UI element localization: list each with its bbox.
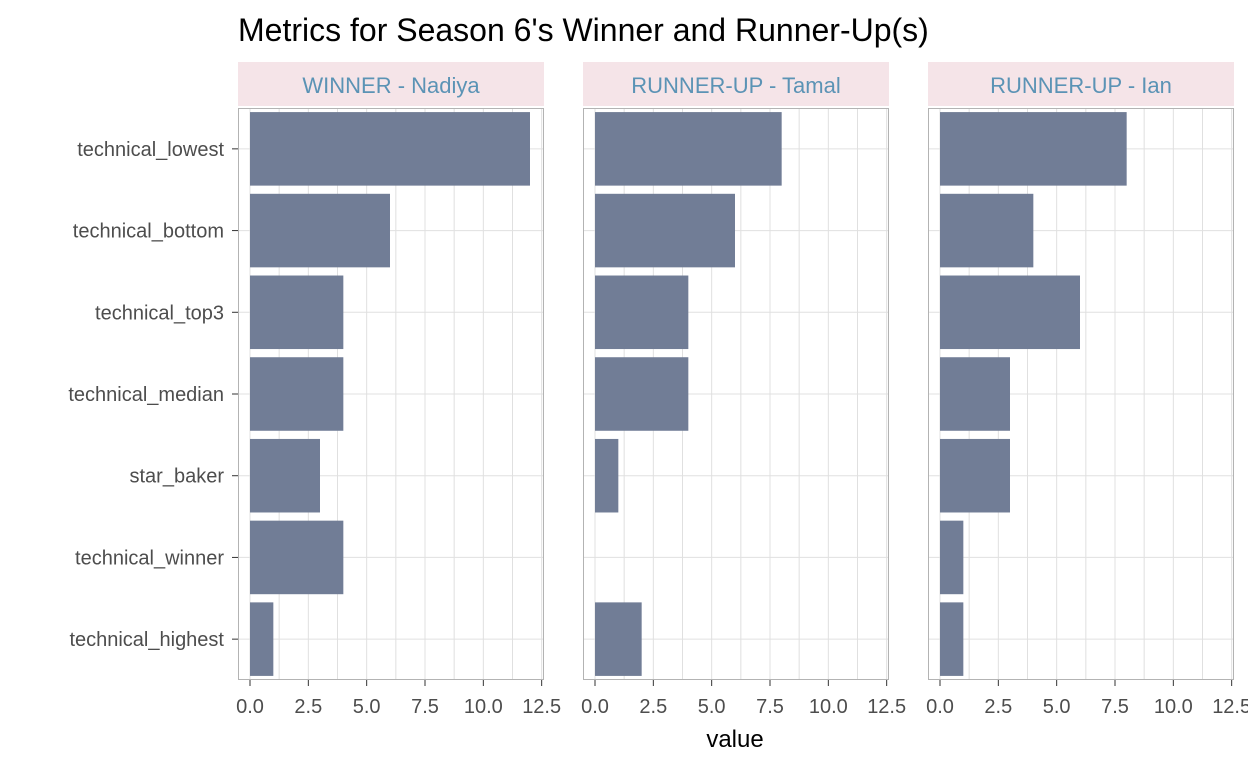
- x-tick-label: 12.5: [522, 696, 561, 718]
- bar: [595, 602, 642, 676]
- facet-strip-label: WINNER - Nadiya: [302, 73, 480, 98]
- bar: [595, 357, 689, 431]
- x-tick-label: 0.0: [926, 696, 954, 718]
- panel-border: [583, 108, 889, 680]
- x-tick-label: 10.0: [464, 696, 503, 718]
- x-tick-label: 2.5: [294, 696, 322, 718]
- bar: [250, 112, 530, 186]
- chart-title: Metrics for Season 6's Winner and Runner…: [238, 12, 929, 48]
- facet-strip-label: RUNNER-UP - Ian: [990, 73, 1172, 98]
- x-tick-label: 5.0: [1043, 696, 1071, 718]
- x-tick-label: 0.0: [581, 696, 609, 718]
- bar: [940, 357, 1010, 431]
- bar: [940, 275, 1080, 350]
- bar: [940, 112, 1127, 186]
- y-axis-labels: technical_lowest technical_bottom technica…: [68, 139, 238, 651]
- x-tick-label: 12.5: [1212, 696, 1248, 718]
- y-tick-label: technical_median: [68, 384, 224, 406]
- y-tick-label: technical_lowest: [77, 139, 224, 161]
- facet-strip: [238, 62, 544, 106]
- x-tick-label: 0.0: [236, 696, 264, 718]
- panel-border: [928, 108, 1234, 680]
- x-tick-label: 5.0: [698, 696, 726, 718]
- x-tick-label: 5.0: [353, 696, 381, 718]
- bar: [595, 438, 619, 513]
- x-tick-label: 2.5: [639, 696, 667, 718]
- x-tick-label: 7.5: [1101, 696, 1129, 718]
- bar: [250, 275, 344, 350]
- bar: [940, 520, 964, 595]
- bar: [250, 602, 274, 676]
- x-tick-label: 2.5: [984, 696, 1012, 718]
- bar: [940, 602, 964, 676]
- bar: [940, 438, 1010, 513]
- facet-panel: WINNER - Nadiya 0.0 2.5 5.0 7.5 10.0 12.5: [236, 62, 561, 718]
- y-tick-label: technical_highest: [69, 629, 224, 651]
- bar: [940, 193, 1034, 268]
- x-tick-label: 12.5: [867, 696, 906, 718]
- x-tick-label: 7.5: [411, 696, 439, 718]
- bar: [250, 438, 320, 513]
- panel-border: [238, 108, 544, 680]
- bar: [595, 275, 689, 350]
- facet-strip: [928, 62, 1234, 106]
- x-tick-label: 7.5: [756, 696, 784, 718]
- facet-strip-label: RUNNER-UP - Tamal: [631, 73, 840, 98]
- facet-panel: RUNNER-UP - Tamal 0.0 2.5 5.0 7.5 10.0 12.5: [581, 62, 906, 718]
- y-tick-label: technical_top3: [95, 302, 224, 324]
- y-tick-label: star_baker: [130, 466, 225, 488]
- bar: [250, 357, 344, 431]
- x-tick-label: 10.0: [1154, 696, 1193, 718]
- y-tick-label: technical_winner: [75, 547, 224, 569]
- bar: [250, 520, 344, 595]
- x-axis-label: value: [706, 726, 763, 753]
- facet-panel: RUNNER-UP - Ian 0.0 2.5 5.0 7.5 10.0 12.5: [926, 62, 1248, 718]
- bar: [250, 193, 390, 268]
- facet-strip: [583, 62, 889, 106]
- bar: [595, 112, 782, 186]
- y-tick-label: technical_bottom: [73, 221, 224, 243]
- bar: [595, 193, 735, 268]
- x-tick-label: 10.0: [809, 696, 848, 718]
